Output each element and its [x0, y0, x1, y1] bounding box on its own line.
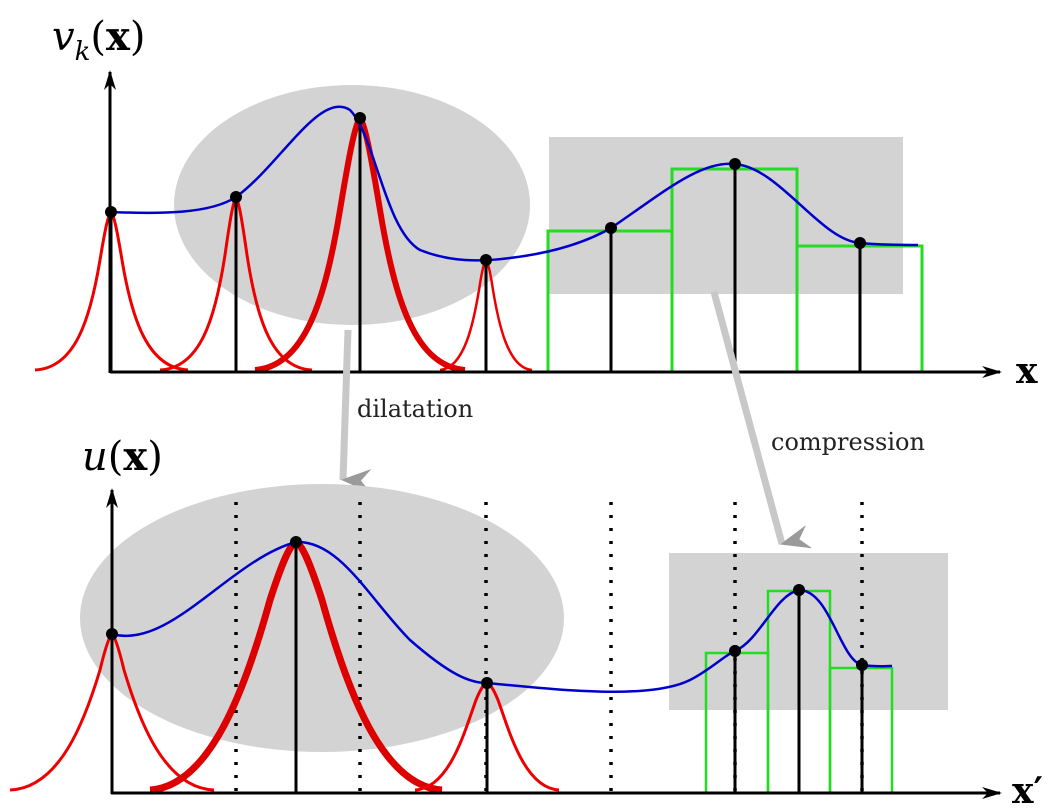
- top-signal-curve: [110, 105, 919, 262]
- top-dilatation-region: [174, 85, 530, 325]
- bottom-dilatation-region: [80, 484, 564, 752]
- top-y-label: vk(x): [52, 13, 145, 67]
- bottom-y-label: u(x): [82, 433, 163, 480]
- bottom-compression-region: [669, 553, 948, 710]
- bottom-x-label: x′: [1012, 770, 1043, 808]
- top-point-2: [230, 191, 242, 203]
- bottom-point-4: [729, 645, 741, 657]
- transition-arrows: dilatation compression: [339, 291, 925, 549]
- compression-label: compression: [771, 428, 925, 456]
- bottom-point-6: [856, 659, 868, 671]
- top-panel: vk(x) x: [34, 13, 1038, 392]
- top-point-6: [729, 158, 741, 170]
- top-sample-stems: [109, 118, 862, 372]
- bottom-point-3: [481, 677, 493, 689]
- bottom-panel: u(x) x′: [9, 433, 1043, 808]
- bottom-sample-points: [106, 536, 868, 689]
- dilatation-label: dilatation: [357, 395, 473, 423]
- top-point-4: [480, 254, 492, 266]
- top-point-3: [354, 112, 366, 124]
- top-point-5: [605, 222, 617, 234]
- top-x-label: x: [1016, 350, 1038, 392]
- top-compression-region: [549, 137, 903, 294]
- bottom-point-5: [793, 584, 805, 596]
- bottom-point-2: [290, 536, 302, 548]
- top-sample-points: [105, 112, 866, 266]
- top-point-7: [854, 237, 866, 249]
- compression-arrow: [710, 291, 813, 549]
- dilatation-arrow: [339, 329, 372, 493]
